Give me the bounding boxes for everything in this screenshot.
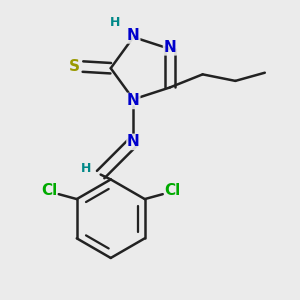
Text: S: S [69, 59, 80, 74]
Text: N: N [164, 40, 176, 55]
Text: N: N [127, 94, 140, 109]
Text: N: N [127, 28, 140, 43]
Text: H: H [81, 161, 91, 175]
Text: H: H [110, 16, 121, 29]
Text: N: N [127, 134, 140, 149]
Text: Cl: Cl [41, 183, 57, 198]
Text: Cl: Cl [164, 183, 181, 198]
